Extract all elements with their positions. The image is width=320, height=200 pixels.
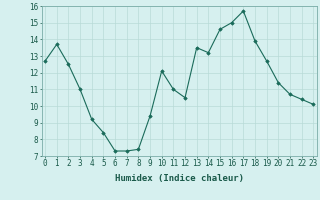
X-axis label: Humidex (Indice chaleur): Humidex (Indice chaleur) <box>115 174 244 183</box>
